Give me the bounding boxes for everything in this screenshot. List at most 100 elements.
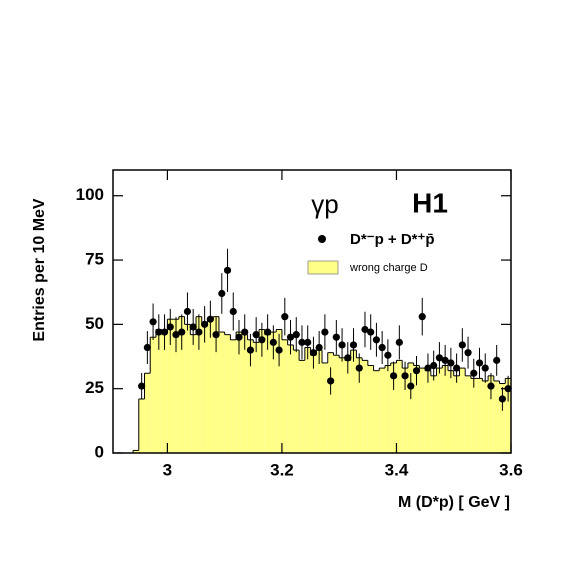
data-point (470, 369, 478, 377)
x-tick-label: 3 (163, 460, 172, 479)
histogram-bar (253, 342, 260, 453)
data-point (189, 323, 197, 331)
histogram-bar (207, 319, 214, 453)
data-point (435, 354, 444, 362)
data-point (201, 320, 209, 328)
histogram-bar (425, 370, 431, 453)
data-point (246, 346, 255, 354)
histogram-bar (430, 375, 437, 453)
histogram-bar (385, 365, 391, 453)
data-point (252, 331, 260, 339)
data-point (138, 382, 146, 390)
data-point (412, 367, 421, 375)
x-tick-label: 3.4 (385, 460, 409, 479)
data-point (218, 289, 226, 298)
histogram-bar (173, 319, 179, 453)
histogram-bar (413, 365, 420, 453)
histogram-bar (293, 350, 300, 453)
data-point (487, 382, 495, 390)
histogram-bar (304, 347, 311, 453)
data-point (275, 346, 283, 354)
plot-frame (112, 169, 512, 454)
y-axis-label: Entries per 10 MeV (31, 198, 48, 342)
data-point (355, 364, 363, 372)
data-point (155, 328, 163, 336)
histogram-bar (213, 316, 219, 453)
annotation: γp (311, 189, 338, 219)
histogram-bar (230, 339, 237, 453)
histogram-bar (344, 360, 351, 453)
y-tick-label: 25 (85, 378, 104, 397)
histogram-bar (247, 339, 254, 453)
histogram-bar (144, 373, 151, 453)
histogram-bar (184, 324, 191, 453)
data-point (315, 343, 323, 352)
histogram-bar (470, 378, 477, 453)
histogram-bar (333, 355, 340, 453)
histogram-bar (482, 380, 489, 453)
data-point (401, 372, 409, 380)
data-point (235, 333, 243, 341)
data-point (447, 359, 455, 367)
histogram-bar (499, 383, 506, 453)
data-point (498, 395, 507, 403)
histogram-bar (299, 360, 305, 453)
histogram-bar (396, 360, 403, 453)
data-point (160, 328, 169, 336)
data-point (430, 361, 438, 370)
histogram-bar (402, 368, 408, 453)
histogram-bar (281, 339, 288, 453)
data-point (206, 315, 214, 323)
histogram-bar (367, 365, 374, 453)
data-point (418, 313, 426, 321)
x-tick-label: 3.2 (270, 460, 294, 479)
annotation: H1 (412, 187, 448, 218)
data-point (361, 325, 369, 334)
data-point (178, 328, 186, 336)
histogram-bar (259, 329, 265, 453)
histogram-bar (236, 332, 242, 453)
histogram-bar (407, 362, 414, 453)
legend-marker (318, 235, 326, 243)
histogram-bar (196, 316, 202, 453)
histogram-bar (465, 375, 471, 453)
data-point (475, 359, 484, 367)
data-point (321, 328, 329, 336)
data-point (281, 313, 289, 321)
data-point (338, 341, 346, 349)
data-point (166, 323, 174, 331)
histogram-bar (264, 334, 271, 453)
data-point (344, 354, 352, 362)
histogram-bar (287, 344, 294, 453)
data-point (493, 356, 501, 364)
histogram-bar (241, 334, 248, 453)
y-tick-label: 75 (85, 250, 104, 269)
histogram-bar (190, 334, 197, 453)
histogram-bar (362, 360, 368, 453)
histogram-bar (436, 368, 443, 453)
histogram-bar (505, 378, 511, 453)
histogram-bar (138, 398, 145, 453)
data-point (149, 318, 157, 326)
data-point (286, 333, 295, 341)
data-point (183, 307, 192, 316)
x-axis-label: M (D*p) [ GeV ] (398, 494, 510, 511)
data-point (172, 331, 180, 339)
histogram-bar (373, 370, 380, 453)
data-point (407, 382, 415, 390)
histogram-bar (448, 370, 454, 453)
histogram-bar (155, 329, 162, 453)
histogram-bar (276, 329, 282, 453)
histogram-bar (493, 380, 500, 453)
histogram-bar (316, 350, 323, 453)
data-point (223, 266, 232, 274)
histogram-bar (350, 350, 357, 453)
data-point (367, 328, 375, 336)
histogram-bar (327, 352, 334, 453)
histogram-bar (161, 332, 168, 453)
histogram-bar (459, 368, 466, 453)
histogram-bar (339, 357, 345, 453)
y-tick-label: 100 (76, 185, 104, 204)
data-point (309, 349, 318, 357)
